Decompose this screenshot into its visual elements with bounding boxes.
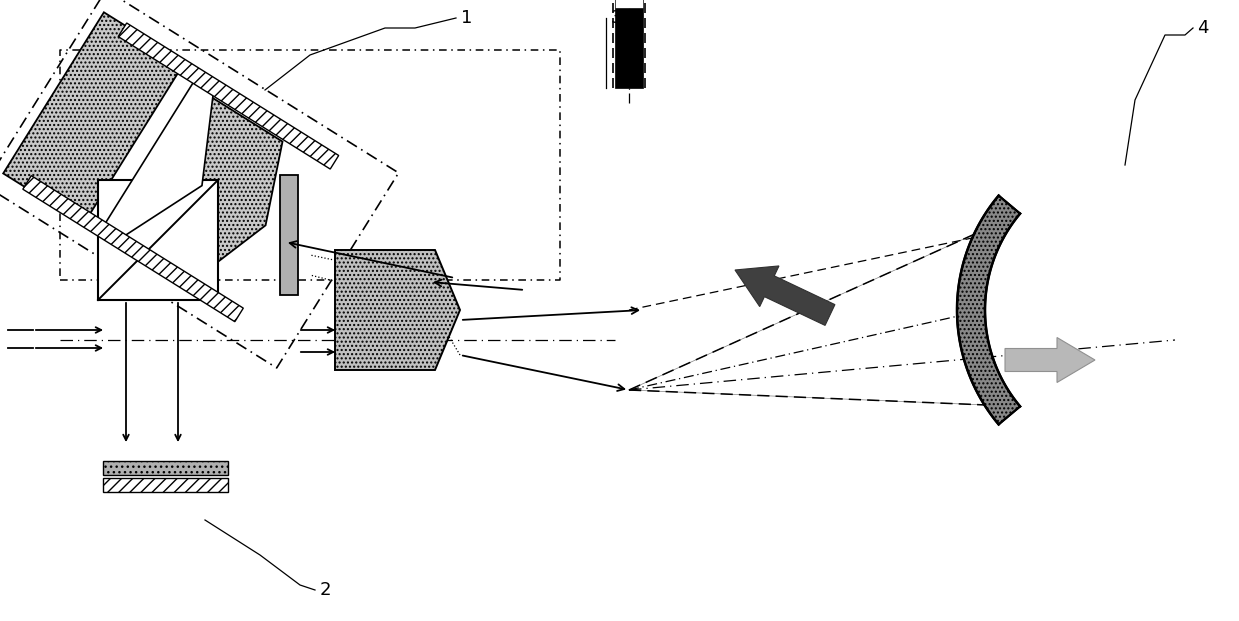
Bar — [280, 175, 299, 295]
Polygon shape — [335, 250, 460, 370]
Bar — [103, 478, 228, 492]
Polygon shape — [957, 196, 1020, 424]
Bar — [615, 0, 643, 8]
Polygon shape — [98, 180, 218, 300]
Polygon shape — [118, 91, 282, 278]
Bar — [103, 461, 228, 475]
Text: 2: 2 — [320, 581, 332, 599]
Bar — [615, 8, 643, 88]
FancyArrow shape — [1005, 337, 1095, 383]
Text: 1: 1 — [461, 9, 472, 27]
Polygon shape — [22, 176, 243, 322]
Polygon shape — [4, 12, 185, 224]
Polygon shape — [118, 23, 338, 169]
Polygon shape — [102, 76, 214, 240]
FancyArrow shape — [735, 266, 835, 325]
Text: 4: 4 — [1197, 19, 1208, 37]
Text: 3: 3 — [611, 9, 622, 27]
